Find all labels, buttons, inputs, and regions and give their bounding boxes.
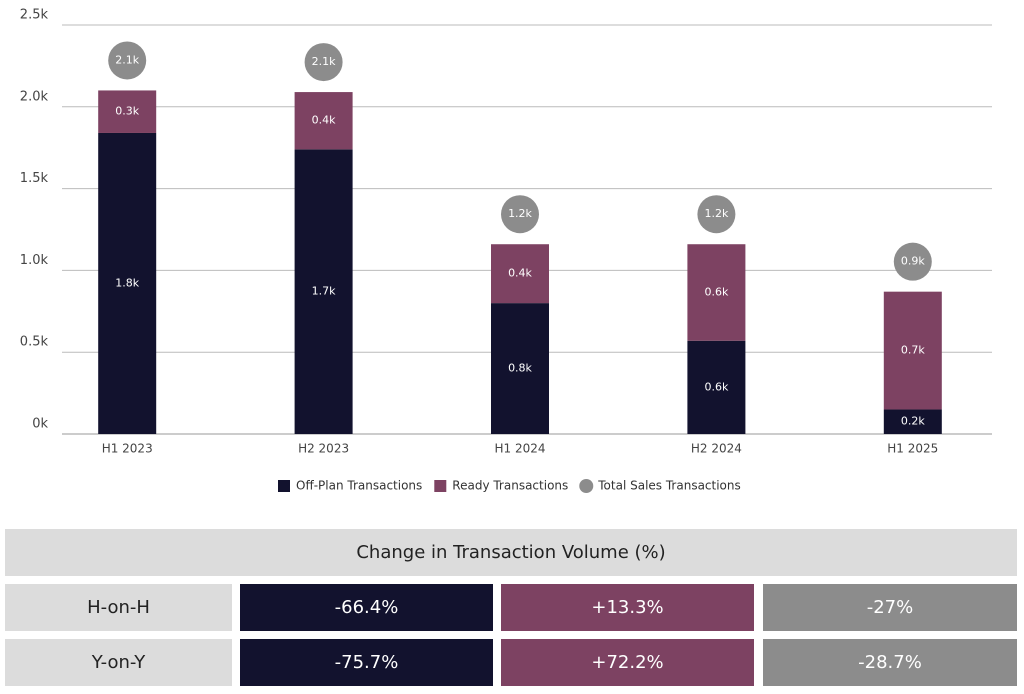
total-label: 2.1k <box>115 53 139 66</box>
table-header <box>5 529 1017 576</box>
legend-marker <box>579 479 594 493</box>
segment-label: 0.8k <box>508 362 532 375</box>
row-header: H-on-H <box>87 597 150 618</box>
row-header-cell <box>5 639 232 686</box>
bar-segment <box>687 244 746 341</box>
total-bubble <box>304 43 343 82</box>
total-bubble <box>893 242 932 281</box>
total-label: 1.2k <box>508 207 532 220</box>
legend-marker <box>434 480 447 492</box>
row-header: Y-on-Y <box>91 652 146 673</box>
cell-value: -27% <box>867 597 914 618</box>
segment-label: 0.6k <box>704 285 728 298</box>
bar-segment <box>98 90 157 133</box>
bar-segment <box>98 132 157 434</box>
segment-label: 0.7k <box>901 344 925 357</box>
y-tick-label: 1.5k <box>20 171 49 186</box>
legend-label: Off-Plan Transactions <box>296 479 422 493</box>
table-cell <box>240 639 493 686</box>
total-label: 1.2k <box>704 207 728 220</box>
segment-label: 0.4k <box>508 267 532 280</box>
x-tick-label: H2 2023 <box>298 442 349 456</box>
bar-segment <box>883 409 942 434</box>
total-label: 2.1k <box>312 55 336 68</box>
table-title: Change in Transaction Volume (%) <box>356 542 665 563</box>
x-tick-label: H2 2024 <box>691 442 742 456</box>
cell-value: -66.4% <box>335 597 399 618</box>
segment-label: 0.4k <box>312 114 336 127</box>
x-tick-label: H1 2025 <box>887 442 938 456</box>
table-cell <box>763 639 1017 686</box>
x-tick-label: H1 2024 <box>494 442 545 456</box>
segment-label: 0.6k <box>704 380 728 393</box>
total-bubble <box>108 41 147 80</box>
table-cell <box>501 584 754 631</box>
bar-segment <box>491 303 549 434</box>
segment-label: 1.8k <box>115 276 139 289</box>
legend-label: Total Sales Transactions <box>597 479 741 493</box>
y-tick-label: 0k <box>32 417 48 432</box>
table-cell <box>240 584 493 631</box>
legend-label: Ready Transactions <box>452 479 568 493</box>
segment-label: 0.2k <box>901 415 925 428</box>
total-label: 0.9k <box>901 255 925 268</box>
y-tick-label: 2.0k <box>20 89 49 104</box>
total-bubble <box>501 195 539 234</box>
bar-segment <box>883 291 942 410</box>
y-tick-label: 0.5k <box>20 335 49 350</box>
segment-label: 1.7k <box>312 285 336 298</box>
cell-value: -28.7% <box>858 652 922 673</box>
segment-label: 0.3k <box>115 105 139 118</box>
legend-marker <box>278 480 290 492</box>
table-cell <box>501 639 754 686</box>
y-tick-label: 1.0k <box>20 253 49 268</box>
bar-segment <box>491 244 549 304</box>
y-tick-label: 2.5k <box>20 8 49 23</box>
x-tick-label: H1 2023 <box>102 442 153 456</box>
bar-segment <box>687 340 746 434</box>
cell-value: +13.3% <box>591 597 663 618</box>
table-cell <box>763 584 1017 631</box>
cell-value: -75.7% <box>335 652 399 673</box>
row-header-cell <box>5 584 232 631</box>
cell-value: +72.2% <box>591 652 663 673</box>
bar-segment <box>294 92 353 150</box>
bar-segment <box>294 149 353 434</box>
total-bubble <box>697 195 736 234</box>
